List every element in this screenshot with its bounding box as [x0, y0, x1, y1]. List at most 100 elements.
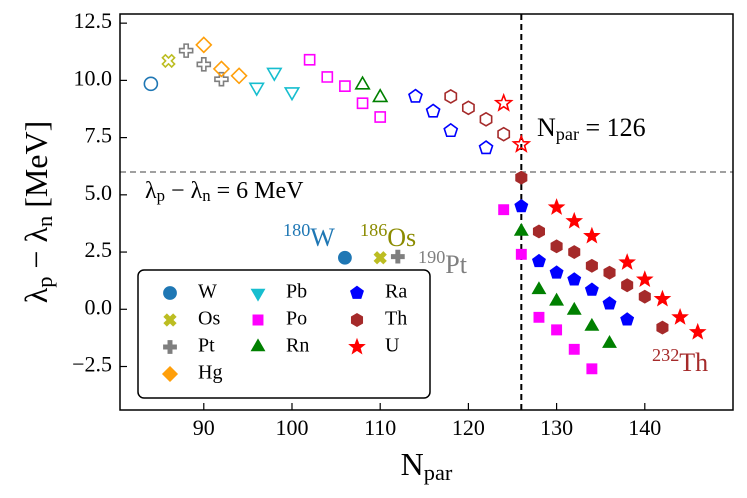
- x-tick-label: 110: [364, 415, 396, 440]
- data-point: [584, 282, 599, 296]
- data-point: [390, 249, 405, 264]
- data-point: [618, 253, 636, 270]
- data-point: [195, 36, 213, 54]
- data-point: [248, 82, 265, 97]
- data-point: [568, 343, 580, 355]
- x-axis-label-part: par: [424, 460, 453, 485]
- data-point: [620, 312, 635, 326]
- annotation-part: 186: [360, 220, 387, 240]
- legend-marker: [163, 286, 177, 300]
- data-point: [373, 251, 387, 265]
- annotation-part: n: [202, 186, 211, 205]
- data-point: [586, 363, 598, 375]
- legend-marker: [350, 313, 364, 327]
- x-axis-label: Npar: [401, 446, 453, 484]
- data-point: [161, 53, 176, 69]
- annotation-part: Th: [679, 348, 708, 377]
- data-point: [230, 67, 248, 85]
- data-point: [498, 204, 510, 216]
- annotation-part: Pt: [445, 250, 467, 279]
- plot-frame: [119, 13, 734, 411]
- data-point: [635, 270, 654, 288]
- data-point: [514, 198, 529, 213]
- data-point: [550, 239, 563, 254]
- legend-label: Rn: [286, 335, 309, 357]
- legend-label: Po: [286, 308, 307, 330]
- annotation: λp − λn = 6 MeV: [145, 178, 304, 205]
- x-tick-label: 120: [452, 415, 485, 440]
- data-point: [497, 126, 511, 142]
- y-tick-label: 5.0: [85, 180, 113, 205]
- data-point: [688, 322, 707, 340]
- legend-label: W: [198, 281, 217, 303]
- y-axis-label-part: [MeV]: [18, 121, 54, 216]
- x-tick-label: 90: [193, 415, 215, 440]
- annotation-part: N: [537, 113, 556, 142]
- data-point: [567, 272, 582, 286]
- legend-marker: [348, 337, 366, 355]
- annotation: 186Os: [360, 220, 416, 252]
- data-point: [356, 97, 369, 110]
- legend-label: Pb: [286, 281, 307, 303]
- legend-label: Pt: [198, 335, 215, 357]
- data-point: [283, 87, 301, 102]
- legend-marker: [250, 288, 266, 302]
- data-point: [549, 265, 564, 279]
- legend-label: Th: [385, 308, 407, 330]
- data-point: [533, 311, 545, 323]
- data-point: [214, 71, 229, 87]
- data-point: [653, 289, 672, 307]
- x-tick-label: 100: [275, 415, 308, 440]
- annotation-part: = 126: [579, 113, 646, 142]
- annotation: 190Pt: [418, 247, 468, 279]
- data-point: [425, 103, 441, 118]
- data-point: [602, 335, 617, 348]
- x-tick-label: 130: [540, 415, 573, 440]
- y-tick-label: 10.0: [74, 65, 113, 90]
- data-point: [354, 75, 371, 90]
- data-point: [531, 253, 546, 268]
- data-point: [339, 80, 351, 92]
- annotation-part: p: [157, 186, 165, 205]
- annotation-part: Os: [387, 223, 416, 252]
- data-point: [568, 245, 581, 260]
- data-point: [566, 301, 582, 315]
- data-point: [656, 320, 669, 335]
- data-point: [584, 317, 600, 331]
- data-point: [443, 122, 459, 138]
- data-point: [511, 134, 532, 153]
- data-point: [493, 92, 514, 112]
- y-axis-label-part: λ: [18, 287, 54, 303]
- data-point: [513, 222, 529, 236]
- y-tick-label: 12.5: [74, 8, 113, 33]
- annotation-part: − λ: [165, 178, 203, 204]
- annotation-part: 180: [283, 220, 310, 240]
- legend-label: Os: [198, 308, 220, 330]
- data-point: [303, 53, 316, 66]
- annotation-part: = 6 MeV: [211, 178, 305, 204]
- y-tick-label: 0.0: [85, 294, 113, 319]
- y-axis-label-part: p: [32, 277, 57, 288]
- data-point: [602, 296, 617, 310]
- y-tick-label: −2.5: [72, 352, 112, 377]
- data-point: [551, 324, 563, 336]
- data-point: [549, 292, 565, 306]
- annotation-part: λ: [145, 178, 157, 204]
- data-point: [212, 60, 231, 78]
- data-point: [178, 43, 194, 58]
- legend-marker: [161, 365, 179, 383]
- data-point: [638, 289, 651, 304]
- data-point: [671, 308, 689, 325]
- data-point: [338, 250, 352, 265]
- data-point: [565, 211, 584, 229]
- legend-marker: [163, 313, 177, 327]
- legend-box: [137, 269, 431, 399]
- data-point: [372, 88, 389, 103]
- annotation-part: W: [310, 223, 335, 252]
- legend-marker: [350, 285, 364, 299]
- data-point: [532, 224, 545, 239]
- data-point: [583, 226, 601, 244]
- annotation: Npar = 126: [537, 113, 646, 144]
- data-point: [479, 111, 493, 127]
